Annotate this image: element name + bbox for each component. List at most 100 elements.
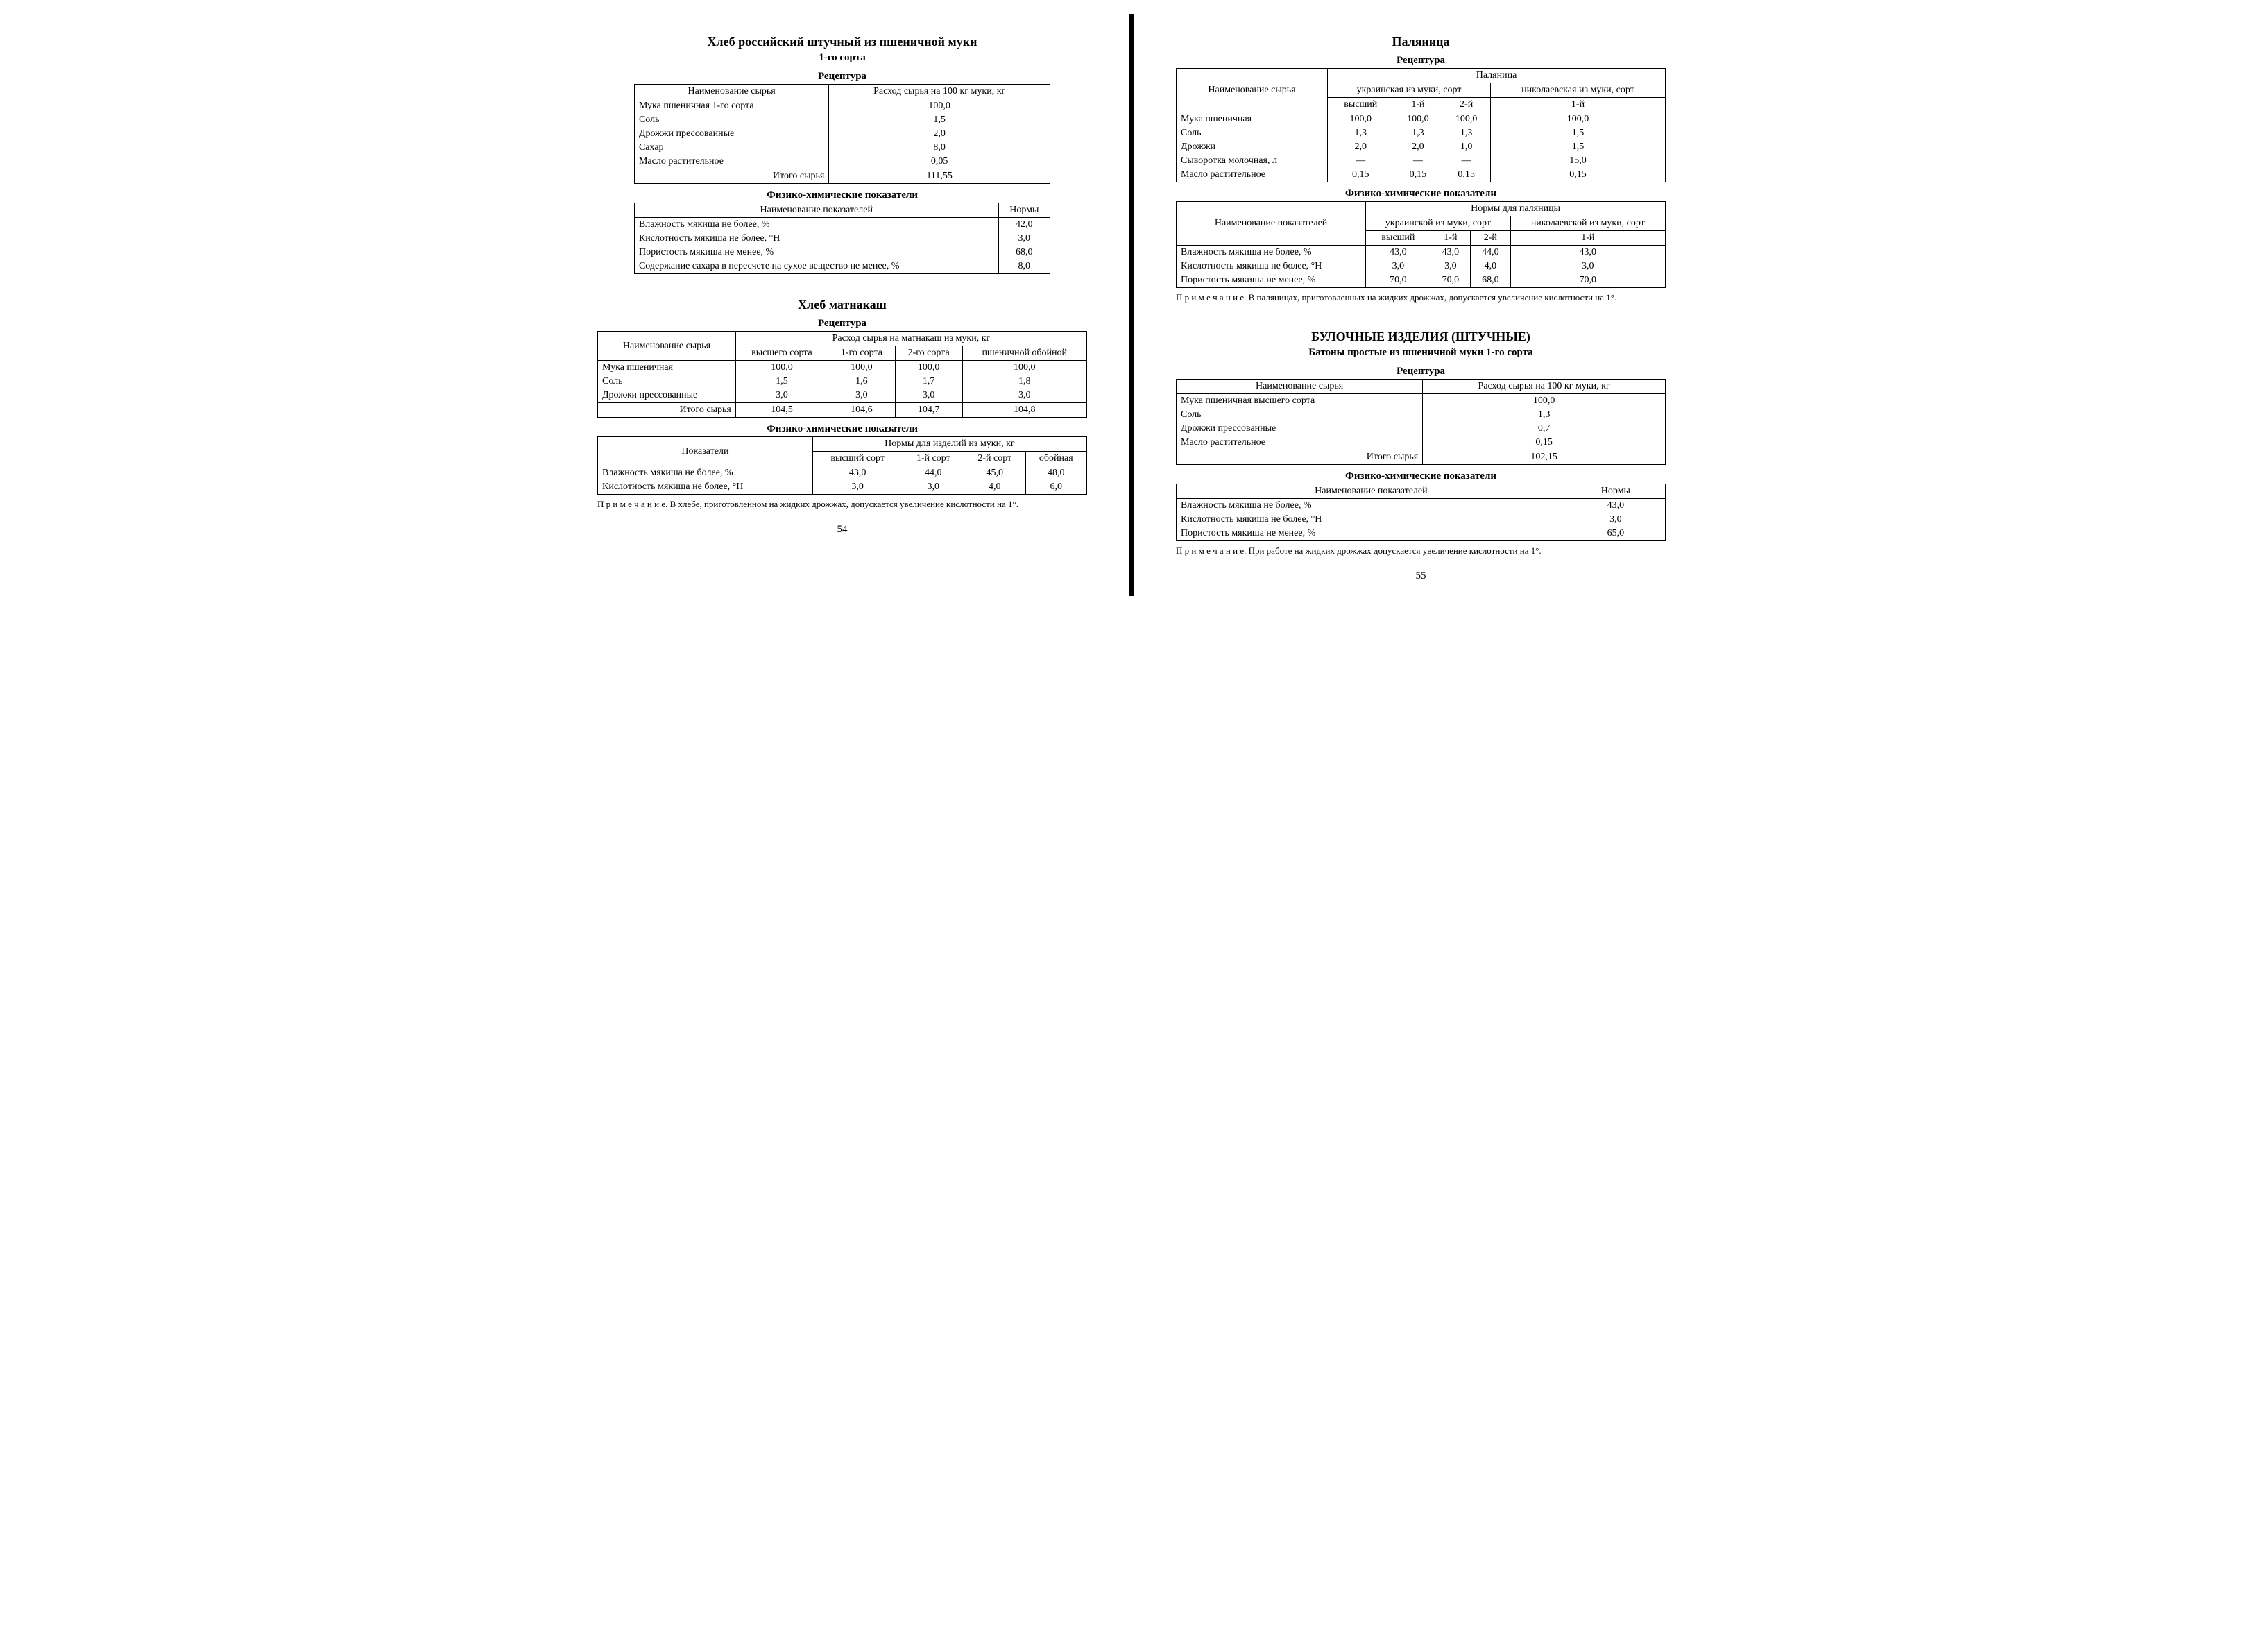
left-s2-note: П р и м е ч а н и е. В хлебе, приготовле… bbox=[597, 499, 1087, 510]
cell: Пористость мякиша не менее, % bbox=[634, 246, 998, 259]
cell: 100,0 bbox=[735, 361, 828, 375]
subcol: 1-й сорт bbox=[903, 452, 964, 466]
cell: 2,0 bbox=[1328, 140, 1394, 154]
col-name: Наименование сырья bbox=[634, 85, 828, 99]
cell: 0,05 bbox=[829, 155, 1050, 169]
cell: Влажность мякиша не более, % bbox=[598, 466, 813, 481]
cell: Сыворотка молочная, л bbox=[1177, 154, 1328, 168]
cell: 1,5 bbox=[829, 113, 1050, 127]
cell: 104,8 bbox=[962, 403, 1087, 418]
col-amount: Расход сырья на 100 кг муки, кг bbox=[829, 85, 1050, 99]
cell: 70,0 bbox=[1510, 273, 1665, 288]
cell: 3,0 bbox=[828, 389, 896, 403]
subcol: 2-й bbox=[1442, 98, 1491, 112]
group-ukr: украинская из муки, сорт bbox=[1328, 83, 1491, 98]
total-label: Итого сырья bbox=[598, 403, 736, 418]
subcol: высший bbox=[1328, 98, 1394, 112]
cell: 3,0 bbox=[998, 232, 1050, 246]
cell: Кислотность мякиша не более, °Н bbox=[1177, 513, 1566, 527]
col-norm: Нормы bbox=[1566, 484, 1665, 499]
cell: 0,15 bbox=[1394, 168, 1442, 182]
group-top: Паляница bbox=[1328, 69, 1666, 83]
cell: 1,3 bbox=[1423, 408, 1666, 422]
cell: Дрожжи прессованные bbox=[1177, 422, 1423, 436]
left-s1-phys-label: Физико-химические показатели bbox=[597, 189, 1087, 201]
left-s2-recipe-table: Наименование сырья Расход сырья на матна… bbox=[597, 331, 1087, 418]
cell: 6,0 bbox=[1025, 480, 1086, 495]
cell: Кислотность мякиша не более, °Н bbox=[634, 232, 998, 246]
right-pagenum: 55 bbox=[1176, 570, 1666, 582]
cell: Мука пшеничная bbox=[598, 361, 736, 375]
subcol: 2-й сорт bbox=[964, 452, 1025, 466]
cell: 43,0 bbox=[1566, 499, 1665, 513]
cell: 3,0 bbox=[1510, 259, 1665, 273]
total-label: Итого сырья bbox=[634, 169, 828, 184]
cell: 3,0 bbox=[962, 389, 1087, 403]
cell: 100,0 bbox=[829, 99, 1050, 114]
left-page: Хлеб российский штучный из пшеничной мук… bbox=[577, 14, 1108, 596]
cell: 15,0 bbox=[1490, 154, 1665, 168]
cell: 1,3 bbox=[1442, 126, 1491, 140]
col-name: Показатели bbox=[598, 437, 813, 466]
col-norm: Нормы bbox=[998, 203, 1050, 218]
left-s2-recipe-label: Рецептура bbox=[597, 318, 1087, 330]
cell: 104,7 bbox=[895, 403, 962, 418]
cell: 1,8 bbox=[962, 375, 1087, 389]
col-sub: Расход сырья на матнакаш из муки, кг bbox=[735, 332, 1086, 346]
cell: Кислотность мякиша не более, °Н bbox=[1177, 259, 1366, 273]
left-s2-title: Хлеб матнакаш bbox=[597, 298, 1087, 312]
cell: 100,0 bbox=[1423, 394, 1666, 409]
group-nik: николаевской из муки, сорт bbox=[1510, 216, 1665, 231]
cell: 1,5 bbox=[1490, 140, 1665, 154]
group-top: Нормы для паляницы bbox=[1366, 202, 1666, 216]
col-name: Наименование показателей bbox=[634, 203, 998, 218]
page-spread: Хлеб российский штучный из пшеничной мук… bbox=[577, 14, 1686, 596]
cell: Пористость мякиша не менее, % bbox=[1177, 527, 1566, 541]
cell: 2,0 bbox=[1394, 140, 1442, 154]
cell: 1,5 bbox=[1490, 126, 1665, 140]
cell: — bbox=[1442, 154, 1491, 168]
cell: 3,0 bbox=[1566, 513, 1665, 527]
total-label: Итого сырья bbox=[1177, 450, 1423, 465]
cell: Дрожжи bbox=[1177, 140, 1328, 154]
cell: Влажность мякиша не более, % bbox=[1177, 246, 1366, 260]
cell: — bbox=[1394, 154, 1442, 168]
col-sub: Нормы для изделий из муки, кг bbox=[812, 437, 1086, 452]
cell: Влажность мякиша не более, % bbox=[634, 218, 998, 232]
left-s1-recipe-table: Наименование сырья Расход сырья на 100 к… bbox=[634, 84, 1050, 184]
cell: 1,7 bbox=[895, 375, 962, 389]
cell: 68,0 bbox=[998, 246, 1050, 259]
right-s1-note: П р и м е ч а н и е. В паляницах, пригот… bbox=[1176, 292, 1666, 303]
right-s1-title: Паляница bbox=[1176, 35, 1666, 49]
page-divider bbox=[1129, 14, 1134, 596]
cell: 3,0 bbox=[1366, 259, 1431, 273]
right-s2-title: БУЛОЧНЫЕ ИЗДЕЛИЯ (ШТУЧНЫЕ) bbox=[1176, 330, 1666, 344]
cell: 100,0 bbox=[828, 361, 896, 375]
group-ukr: украинской из муки, сорт bbox=[1366, 216, 1510, 231]
cell: 104,6 bbox=[828, 403, 896, 418]
subcol: 2-го сорта bbox=[895, 346, 962, 361]
cell: Масло растительное bbox=[1177, 168, 1328, 182]
cell: Содержание сахара в пересчете на сухое в… bbox=[634, 259, 998, 274]
left-s1-subtitle: 1-го сорта bbox=[597, 52, 1087, 64]
cell: Кислотность мякиша не более, °Н bbox=[598, 480, 813, 495]
cell: 68,0 bbox=[1471, 273, 1510, 288]
right-s1-recipe-table: Наименование сырья Паляница украинская и… bbox=[1176, 68, 1666, 182]
cell: Мука пшеничная 1-го сорта bbox=[634, 99, 828, 114]
subcol: высший сорт bbox=[812, 452, 903, 466]
subcol: 1-й bbox=[1394, 98, 1442, 112]
cell: Соль bbox=[1177, 126, 1328, 140]
cell: 43,0 bbox=[1510, 246, 1665, 260]
cell: 3,0 bbox=[812, 480, 903, 495]
cell: 2,0 bbox=[829, 127, 1050, 141]
col-name: Наименование сырья bbox=[1177, 380, 1423, 394]
col-name: Наименование сырья bbox=[598, 332, 736, 361]
right-page: Паляница Рецептура Наименование сырья Па… bbox=[1155, 14, 1686, 596]
right-s1-phys-label: Физико-химические показатели bbox=[1176, 188, 1666, 200]
cell: 1,3 bbox=[1394, 126, 1442, 140]
cell: 8,0 bbox=[829, 141, 1050, 155]
cell: 43,0 bbox=[1431, 246, 1470, 260]
subcol: высший bbox=[1366, 231, 1431, 246]
cell: 48,0 bbox=[1025, 466, 1086, 481]
total-value: 102,15 bbox=[1423, 450, 1666, 465]
